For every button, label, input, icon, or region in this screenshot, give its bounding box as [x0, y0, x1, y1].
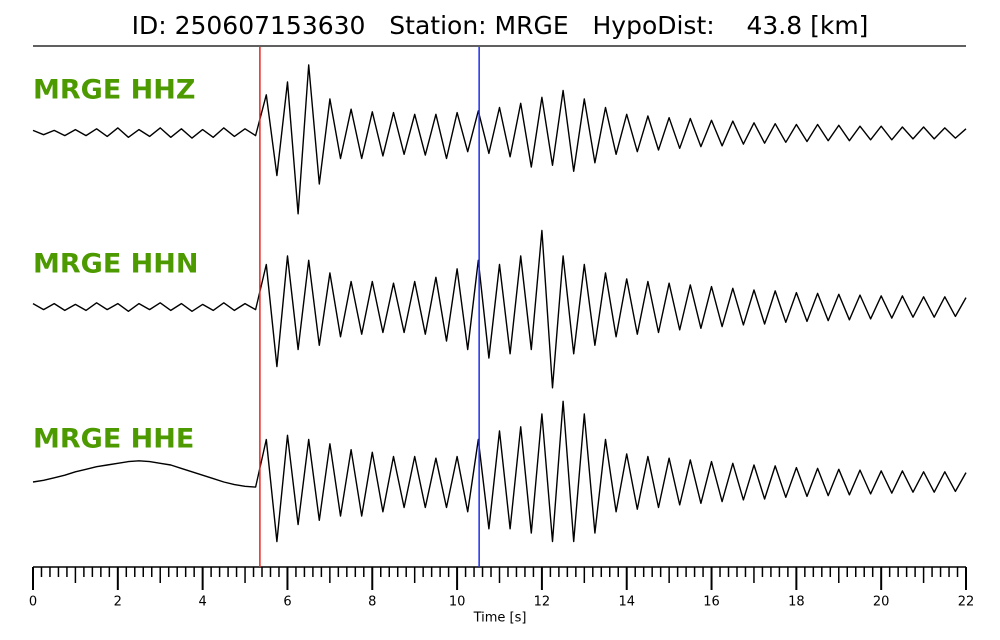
trace-name: MRGE HHN: [33, 249, 198, 280]
trace-name: MRGE HHE: [33, 424, 194, 455]
x-tick-label: 4: [198, 595, 206, 610]
x-axis-label: Time [s]: [473, 611, 527, 626]
waveform: [32, 229, 967, 389]
x-tick-label: 20: [873, 595, 890, 610]
waveform: [32, 400, 967, 543]
waveform: [32, 64, 967, 215]
x-tick-label: 12: [534, 595, 551, 610]
x-tick-label: 16: [703, 595, 720, 610]
trace-name: MRGE HHZ: [33, 75, 195, 106]
x-tick-label: 10: [449, 595, 466, 610]
x-tick-label: 8: [368, 595, 376, 610]
x-tick-label: 14: [618, 595, 635, 610]
chart-title: ID: 250607153630 Station: MRGE HypoDist:…: [132, 11, 869, 40]
x-tick-label: 0: [29, 595, 37, 610]
x-tick-label: 18: [788, 595, 805, 610]
x-tick-label: 2: [114, 595, 122, 610]
x-tick-label: 22: [958, 595, 975, 610]
x-tick-label: 6: [283, 595, 291, 610]
